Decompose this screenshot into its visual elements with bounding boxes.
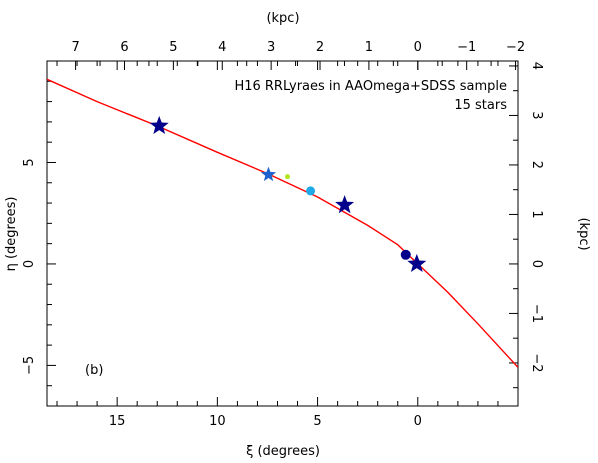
curve-layer (47, 78, 518, 368)
top-tick-label: 5 (169, 40, 177, 55)
marker-layer (149, 115, 427, 272)
star-marker (260, 166, 277, 182)
right-tick-label: 0 (529, 260, 544, 268)
right-tick-label: −1 (529, 304, 544, 323)
right-tick-label: −2 (529, 353, 544, 372)
top-tick-label: 1 (365, 40, 373, 55)
right-tick-label: 2 (529, 161, 544, 169)
top-tick-label: −1 (457, 40, 476, 55)
right-tick-label: 1 (529, 210, 544, 218)
top-tick-label: 6 (120, 40, 128, 55)
top-tick-label: 2 (316, 40, 324, 55)
annotation-title: H16 RRLyraes in AAOmega+SDSS sample (234, 79, 507, 94)
y-axis-label: η (degrees) (4, 197, 19, 272)
star-marker (335, 195, 355, 214)
top-axis-label: (kpc) (266, 11, 299, 26)
star-marker (149, 115, 169, 134)
right-axis-label: (kpc) (576, 217, 591, 250)
top-tick-label: 4 (218, 40, 226, 55)
y-tick-label: 0 (22, 260, 37, 268)
top-tick-label: 0 (414, 40, 422, 55)
y-tick-label: 5 (22, 158, 37, 166)
x-tick-label: 5 (313, 414, 321, 429)
right-tick-label: 4 (529, 62, 544, 70)
x-tick-label: 0 (414, 414, 422, 429)
y-tick-label: −5 (22, 356, 37, 375)
circle-marker (285, 174, 291, 180)
top-tick-label: 7 (71, 40, 79, 55)
x-tick-label: 10 (209, 414, 226, 429)
track-curve (47, 78, 518, 368)
circle-marker (306, 186, 316, 196)
annotation-count: 15 stars (454, 98, 507, 113)
panel-label: (b) (85, 363, 103, 378)
x-axis-label: ξ (degrees) (246, 444, 320, 459)
x-tick-label: 15 (109, 414, 126, 429)
top-tick-label: −2 (506, 40, 525, 55)
top-tick-label: 3 (267, 40, 275, 55)
right-tick-label: 3 (529, 111, 544, 119)
star-marker (407, 253, 427, 272)
circle-marker (400, 249, 411, 260)
plot-frame (46, 60, 519, 407)
